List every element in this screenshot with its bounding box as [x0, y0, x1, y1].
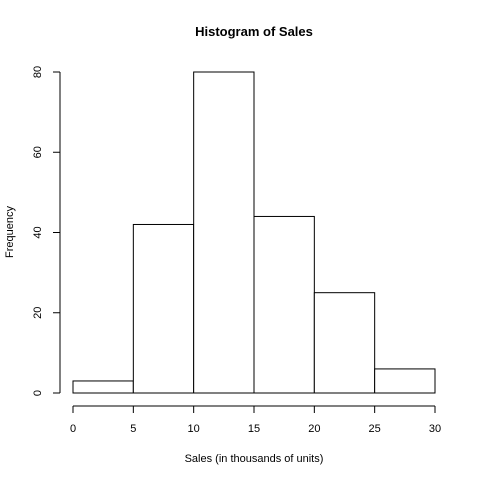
y-tick-label-2: 40	[32, 226, 44, 238]
x-tick-label-6: 30	[429, 423, 441, 435]
histogram-bar-3	[253, 215, 315, 394]
x-tick-label-0: 0	[70, 423, 76, 435]
histogram-bar-5	[374, 368, 436, 394]
x-axis-label: Sales (in thousands of units)	[185, 453, 324, 465]
y-tick-label-4: 80	[32, 66, 44, 78]
x-tick-label-2: 10	[188, 423, 200, 435]
histogram-bar-2	[193, 71, 255, 394]
y-tick-label-0: 0	[32, 390, 44, 396]
y-tick-label-1: 20	[32, 307, 44, 319]
x-tick-label-4: 20	[308, 423, 320, 435]
x-axis: 0 5 10 15 20 25 30	[70, 405, 441, 435]
bars-group	[72, 71, 436, 394]
histogram-bar-1	[132, 223, 195, 394]
y-axis-label: Frequency	[4, 206, 16, 258]
histogram-bar-0	[72, 380, 134, 394]
x-tick-label-3: 15	[248, 423, 260, 435]
histogram-bar-4	[313, 292, 376, 394]
chart-title: Histogram of Sales	[195, 24, 313, 39]
y-tick-label-3: 60	[32, 146, 44, 158]
x-tick-label-5: 25	[369, 423, 381, 435]
y-axis: 0 20 40 60 80	[32, 66, 61, 396]
x-tick-label-1: 5	[130, 423, 136, 435]
